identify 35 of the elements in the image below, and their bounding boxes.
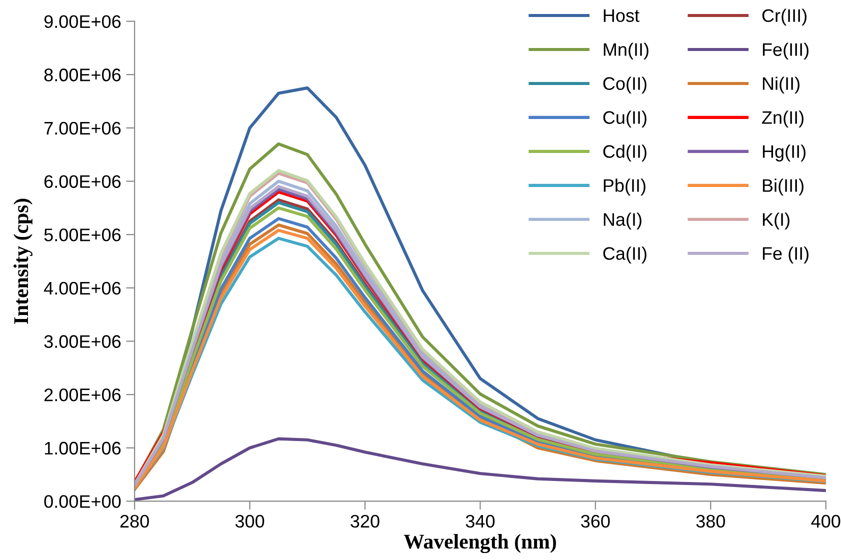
y-tick-label: 7.00E+06 <box>44 122 121 135</box>
legend-label: Cr(III) <box>762 8 806 26</box>
x-tick-label: 340 <box>466 514 495 528</box>
legend-label: Fe (II) <box>762 246 808 264</box>
x-tick-label: 280 <box>120 514 149 528</box>
legend-label: Mn(II) <box>604 42 648 60</box>
legend-label: Host <box>604 9 640 22</box>
legend-label: Fe(III) <box>762 42 808 60</box>
legend-label: Cd(II) <box>603 144 646 162</box>
x-tick-label: 380 <box>696 514 726 528</box>
legend-label: Zn(II) <box>762 110 804 128</box>
legend-label: Co(II) <box>603 76 646 94</box>
x-tick-label: 300 <box>235 514 264 528</box>
x-tick-label: 400 <box>811 514 840 528</box>
legend-label: Hg(II) <box>762 144 806 162</box>
legend-label: Bi(III) <box>762 178 804 196</box>
y-axis-title: Intensity (cps) <box>13 198 32 324</box>
y-tick-label: 5.00E+06 <box>44 228 121 242</box>
legend-label: K(I) <box>762 212 790 230</box>
x-tick-label: 320 <box>350 514 380 528</box>
legend-label: Ni(II) <box>762 76 800 94</box>
y-tick-label: 1.00E+06 <box>44 442 121 455</box>
legend-label: Ca(II) <box>603 246 646 264</box>
y-tick-label: 6.00E+06 <box>44 175 121 188</box>
legend-label: Pb(II) <box>604 178 646 196</box>
y-tick-label: 9.00E+06 <box>44 15 121 28</box>
y-tick-label: 4.00E+06 <box>44 282 121 295</box>
legend-label: Na(I) <box>604 212 642 230</box>
y-tick-label: 2.00E+06 <box>44 388 121 402</box>
y-tick-label: 3.00E+06 <box>44 335 121 348</box>
x-tick-label: 360 <box>581 514 610 528</box>
y-tick-label: 0.00E+00 <box>44 495 121 508</box>
x-axis-title: Wavelength (nm) <box>404 534 556 554</box>
y-tick-label: 8.00E+06 <box>44 68 121 82</box>
legend-label: Cu(II) <box>603 110 646 128</box>
